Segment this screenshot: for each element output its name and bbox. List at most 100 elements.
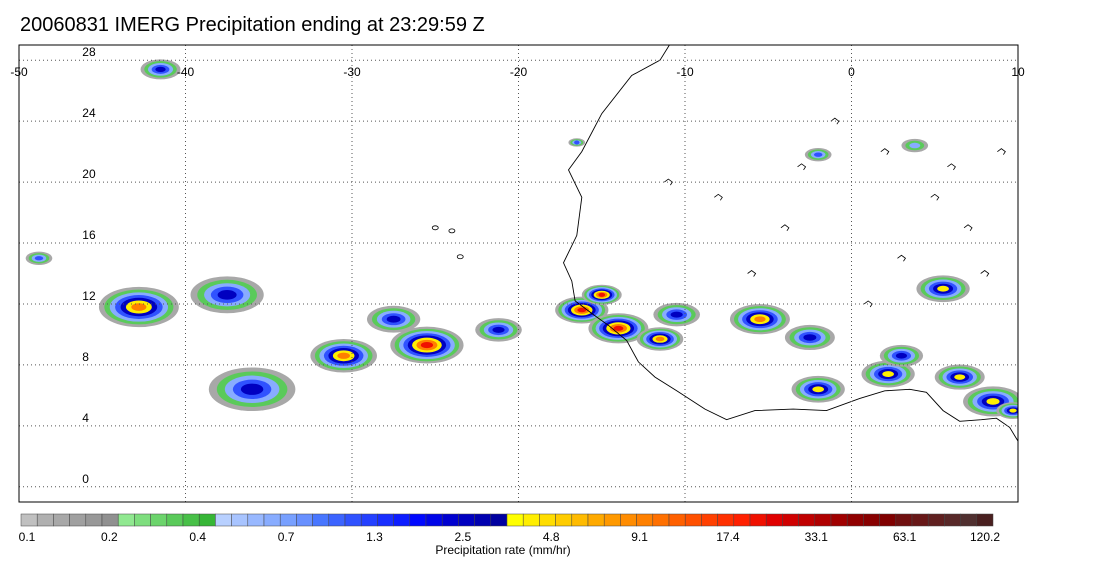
colorbar-swatch — [555, 513, 573, 527]
colorbar-swatch — [539, 513, 556, 527]
colorbar-swatch — [312, 513, 330, 527]
rain-contour — [895, 352, 908, 359]
colorbar-swatch — [701, 513, 718, 527]
colorbar-swatch — [409, 513, 427, 527]
rain-cell — [996, 402, 1018, 419]
inland-water — [830, 117, 840, 125]
colorbar-swatch — [620, 513, 637, 527]
colorbar-swatch — [69, 513, 87, 527]
colorbar-swatch — [458, 513, 475, 527]
colorbar-swatch — [944, 513, 961, 527]
precipitation-field — [25, 59, 1018, 419]
rain-cell — [581, 284, 622, 305]
colorbar-tick-label: 0.2 — [101, 530, 118, 544]
latitude-labels: 0 4 8 12 16 20 24 28 — [82, 45, 96, 486]
map-frame — [18, 44, 1019, 503]
colorbar-swatch — [215, 513, 232, 527]
rain-cell — [140, 59, 181, 80]
rain-contour — [155, 66, 166, 72]
inland-water — [714, 193, 723, 201]
colorbar-swatch — [247, 513, 265, 527]
colorbar — [20, 513, 994, 527]
colorbar-swatch — [749, 513, 767, 527]
rain-contour — [812, 386, 825, 393]
colorbar-swatch — [733, 513, 751, 527]
lon-tick-label: -30 — [343, 65, 361, 79]
colorbar-swatch — [328, 513, 346, 527]
inland-water — [780, 224, 790, 232]
colorbar-swatch — [846, 513, 864, 527]
colorbar-swatch — [344, 513, 362, 527]
rain-cell — [879, 344, 924, 367]
colorbar-swatch — [296, 513, 313, 527]
rain-contour — [803, 334, 817, 341]
rain-contour — [909, 142, 921, 149]
colorbar-swatch — [198, 513, 216, 527]
rain-contour — [598, 292, 606, 297]
rain-contour — [613, 325, 624, 331]
colorbar-swatch — [134, 513, 151, 527]
colorbar-swatch — [36, 513, 54, 527]
rain-contour — [670, 311, 683, 318]
rain-cell — [901, 138, 929, 153]
colorbar-swatch — [377, 513, 394, 527]
rain-contour — [240, 383, 264, 395]
colorbar-swatch — [603, 513, 621, 527]
island — [431, 225, 439, 231]
colorbar-swatch — [587, 513, 605, 527]
rain-contour — [813, 152, 823, 157]
rain-contour — [882, 371, 894, 377]
rain-cell — [208, 367, 296, 412]
inland-water — [880, 148, 890, 155]
colorbar-swatch — [927, 513, 945, 527]
inland-water — [897, 254, 906, 262]
colorbar-swatch — [814, 513, 832, 527]
inland-water — [930, 193, 940, 201]
colorbar-tick-label: 4.8 — [543, 530, 560, 544]
lon-tick-label: -40 — [177, 65, 195, 79]
rain-cell — [636, 327, 684, 351]
colorbar-swatch — [798, 513, 816, 527]
colorbar-swatch — [652, 513, 670, 527]
rain-cell — [588, 313, 649, 344]
colorbar-swatch — [830, 513, 848, 527]
lat-tick-label: 20 — [82, 167, 96, 181]
colorbar-swatch — [960, 513, 978, 527]
rain-cell — [916, 275, 970, 303]
colorbar-swatch — [668, 513, 686, 527]
inland-water — [664, 178, 673, 186]
longitude-labels: -50 -40 -30 -20 -10 0 10 — [10, 65, 1025, 79]
colorbar-swatch — [506, 513, 524, 527]
rain-contour — [986, 398, 1000, 405]
inland-water — [947, 163, 956, 171]
colorbar-swatch — [782, 513, 799, 527]
lat-lon-grid — [18, 45, 1019, 502]
inland-water — [980, 270, 990, 277]
colorbar-swatch — [522, 513, 540, 527]
rain-cell — [784, 324, 835, 351]
colorbar-tick-label: 120.2 — [970, 530, 1000, 544]
rain-contour — [954, 374, 966, 380]
island — [448, 228, 456, 234]
rain-contour — [574, 140, 580, 145]
coastline — [431, 45, 1018, 442]
rain-cell — [934, 364, 985, 390]
rain-cell — [804, 147, 832, 162]
lon-tick-label: 10 — [1011, 65, 1025, 79]
rain-cell — [568, 138, 586, 147]
colorbar-tick-label: 63.1 — [893, 530, 917, 544]
colorbar-swatch — [53, 513, 70, 527]
colorbar-tick-label: 33.1 — [805, 530, 829, 544]
rain-contour — [34, 256, 44, 261]
colorbar-tick-label: 0.7 — [278, 530, 295, 544]
colorbar-swatch — [279, 513, 297, 527]
colorbar-swatch — [263, 513, 281, 527]
rain-cell — [366, 305, 421, 333]
inland-water — [997, 148, 1006, 155]
rain-contour — [131, 303, 147, 311]
colorbar-swatch — [490, 513, 508, 527]
lat-tick-label: 24 — [82, 106, 96, 120]
colorbar-swatch — [684, 513, 702, 527]
colorbar-swatch — [911, 513, 929, 527]
